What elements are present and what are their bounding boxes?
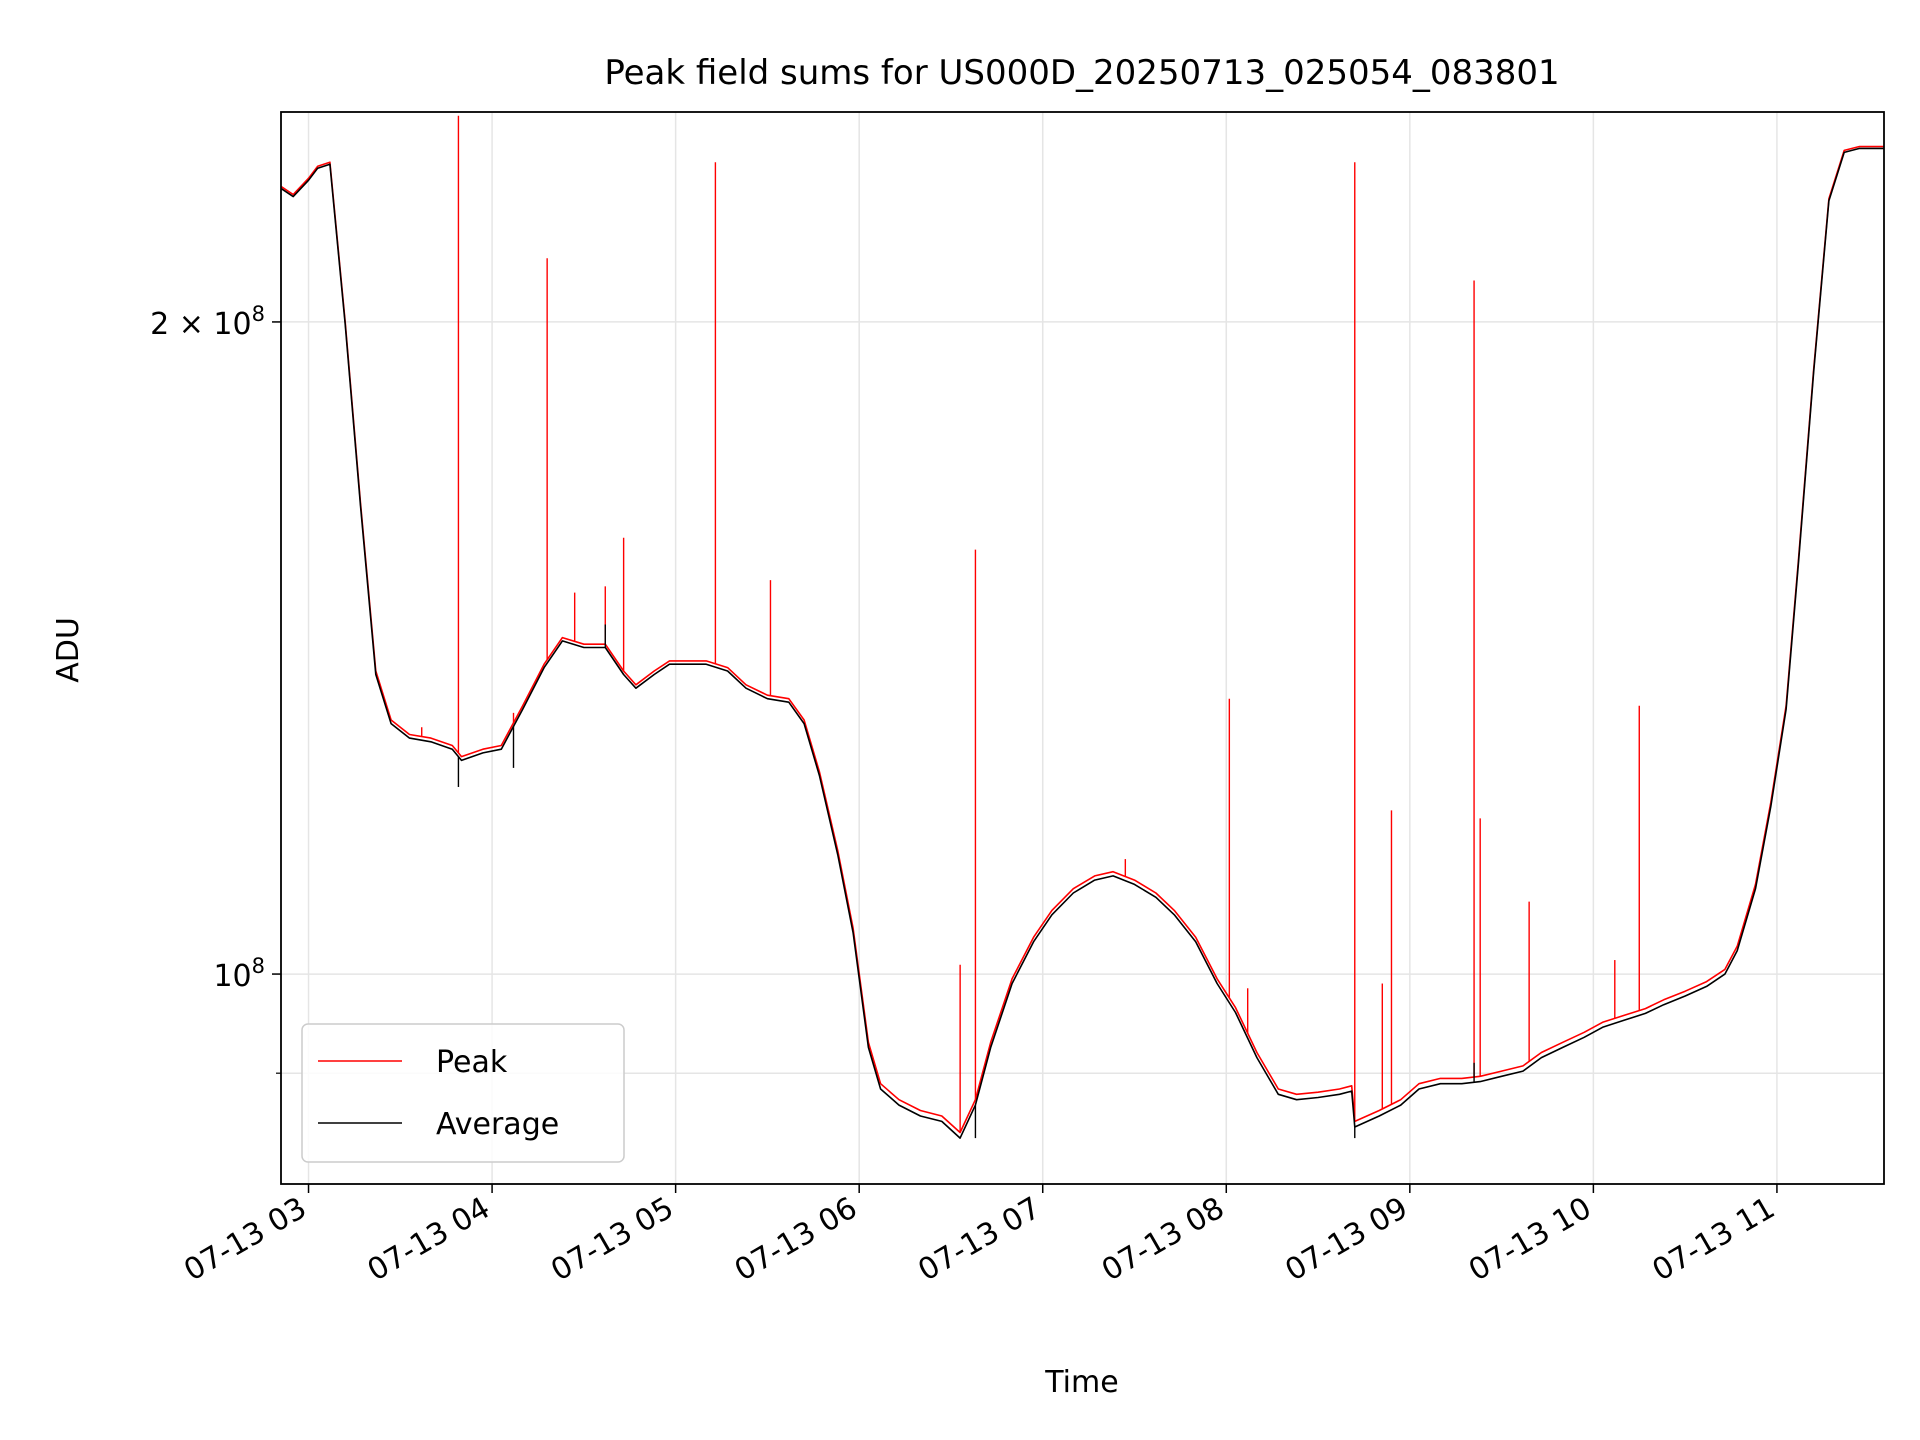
plot-frame <box>280 111 1885 1185</box>
chart-title: Peak field sums for US000D_20250713_0250… <box>604 53 1559 93</box>
series-line-peak <box>280 145 1884 1134</box>
legend-box <box>301 1023 625 1163</box>
y-tick-label: 2 × 108 <box>150 302 265 342</box>
y-axis-label: ADU <box>51 617 86 683</box>
legend-label-peak: Peak <box>436 1045 508 1080</box>
y-tick-label: 108 <box>213 954 265 994</box>
grid <box>281 112 1884 1184</box>
x-axis-label: Time <box>1044 1365 1118 1400</box>
series-line-average <box>280 147 1884 1139</box>
legend: Peak Average <box>301 1023 625 1163</box>
plot-series <box>280 115 1884 1139</box>
y-axis: 108 2 × 108 <box>150 302 281 1074</box>
legend-label-average: Average <box>436 1107 559 1142</box>
